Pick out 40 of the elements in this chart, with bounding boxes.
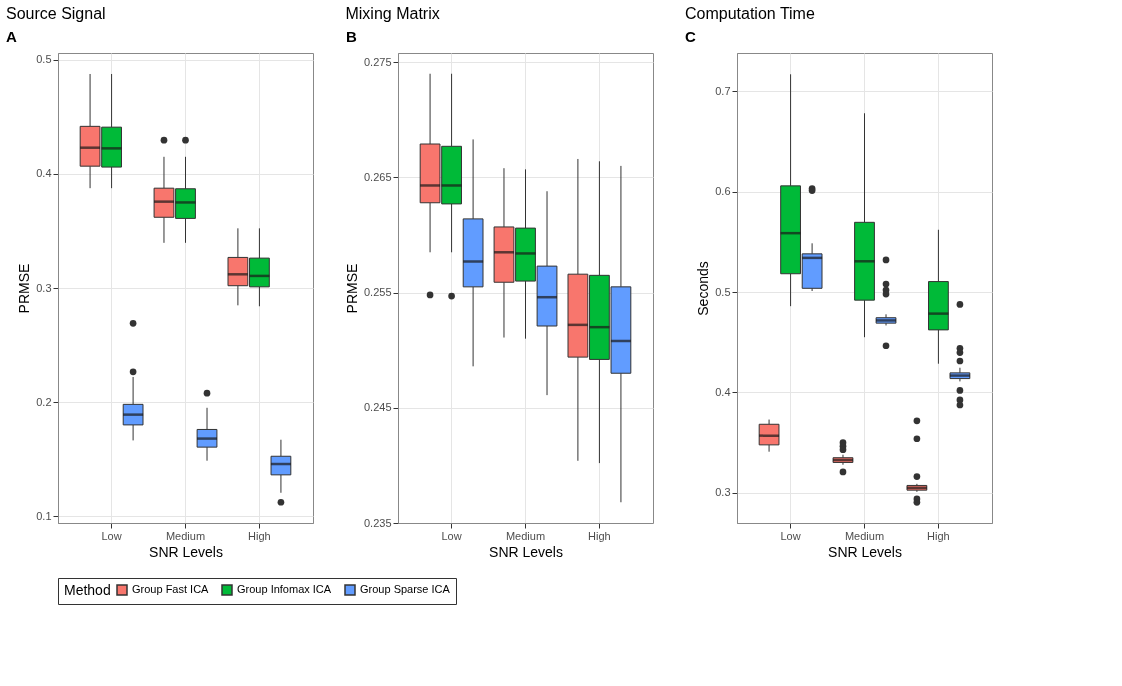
x-axis-title: SNR Levels xyxy=(149,543,223,560)
x-axis-title: SNR Levels xyxy=(489,543,563,560)
y-tick-label: 0.245 xyxy=(363,401,392,414)
x-tick-label: High xyxy=(588,529,611,542)
y-axis-title: PRMSE xyxy=(16,263,33,314)
text: A xyxy=(6,28,17,45)
y-tick-label: 0.255 xyxy=(363,286,392,299)
y-tick-label: 0.7 xyxy=(715,84,731,97)
y-tick-label: 0.3 xyxy=(715,486,731,499)
x-tick-label: Medium xyxy=(844,529,885,542)
legend-label: Group Infomax ICA xyxy=(237,583,332,595)
chart-title: Source Signal xyxy=(6,5,106,22)
x-tick-label: Medium xyxy=(505,529,546,542)
x-tick-label: Medium xyxy=(165,529,206,542)
legend-title: Method xyxy=(64,582,111,598)
y-tick-label: 0.3 xyxy=(36,281,52,294)
legend-label: Group Fast ICA xyxy=(132,583,210,595)
y-tick-label: 0.275 xyxy=(363,55,392,68)
y-tick-label: 0.5 xyxy=(715,285,731,298)
text: C xyxy=(685,28,696,45)
x-tick-label: High xyxy=(927,529,950,542)
x-tick-label: Low xyxy=(101,529,122,542)
legend-label: Group Sparse ICA xyxy=(360,583,451,595)
x-tick-label: Low xyxy=(441,529,462,542)
y-tick-label: 0.265 xyxy=(363,170,392,183)
x-tick-label: High xyxy=(248,529,271,542)
chart-title: Computation Time xyxy=(685,5,815,22)
x-axis-title: SNR Levels xyxy=(828,543,902,560)
chart-title: Mixing Matrix xyxy=(345,5,440,22)
y-tick-label: 0.4 xyxy=(36,167,52,180)
y-axis-title: PRMSE xyxy=(343,263,360,314)
y-axis-title: Seconds xyxy=(695,261,712,316)
y-tick-label: 0.4 xyxy=(715,385,731,398)
text: B xyxy=(346,28,357,45)
y-tick-label: 0.6 xyxy=(715,185,731,198)
x-tick-label: Low xyxy=(780,529,801,542)
y-tick-label: 0.2 xyxy=(36,395,52,408)
y-tick-label: 0.1 xyxy=(36,509,52,522)
y-tick-label: 0.235 xyxy=(363,516,392,529)
y-tick-label: 0.5 xyxy=(36,53,52,66)
